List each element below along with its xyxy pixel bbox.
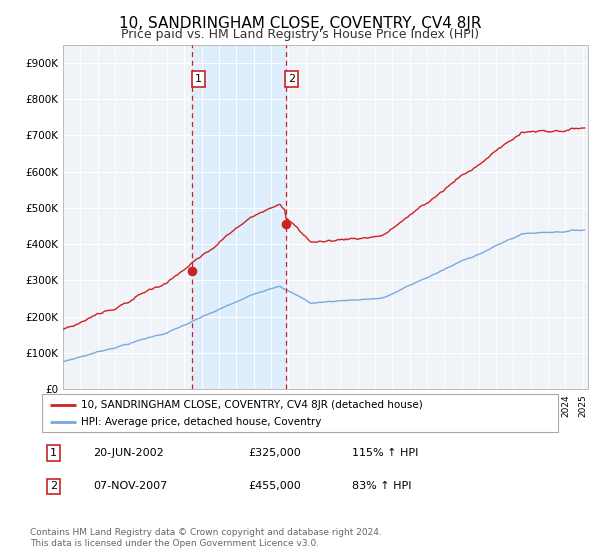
Text: 20-JUN-2002: 20-JUN-2002 [94, 448, 164, 458]
Text: HPI: Average price, detached house, Coventry: HPI: Average price, detached house, Cove… [80, 417, 321, 427]
Text: Contains HM Land Registry data © Crown copyright and database right 2024.: Contains HM Land Registry data © Crown c… [30, 528, 382, 537]
Text: This data is licensed under the Open Government Licence v3.0.: This data is licensed under the Open Gov… [30, 539, 319, 548]
Bar [192, 45, 286, 389]
Text: 07-NOV-2007: 07-NOV-2007 [94, 481, 168, 491]
Text: 2: 2 [288, 74, 295, 84]
Text: 1: 1 [195, 74, 202, 84]
Text: 10, SANDRINGHAM CLOSE, COVENTRY, CV4 8JR (detached house): 10, SANDRINGHAM CLOSE, COVENTRY, CV4 8JR… [80, 399, 422, 409]
Point [281, 220, 290, 228]
Text: 1: 1 [50, 448, 57, 458]
Text: 10, SANDRINGHAM CLOSE, COVENTRY, CV4 8JR: 10, SANDRINGHAM CLOSE, COVENTRY, CV4 8JR [119, 16, 481, 31]
Text: Price paid vs. HM Land Registry's House Price Index (HPI): Price paid vs. HM Land Registry's House … [121, 28, 479, 41]
Text: 2: 2 [50, 481, 57, 491]
Text: £325,000: £325,000 [248, 448, 301, 458]
Point [187, 267, 197, 276]
Text: 115% ↑ HPI: 115% ↑ HPI [352, 448, 418, 458]
Text: 83% ↑ HPI: 83% ↑ HPI [352, 481, 411, 491]
Text: £455,000: £455,000 [248, 481, 301, 491]
